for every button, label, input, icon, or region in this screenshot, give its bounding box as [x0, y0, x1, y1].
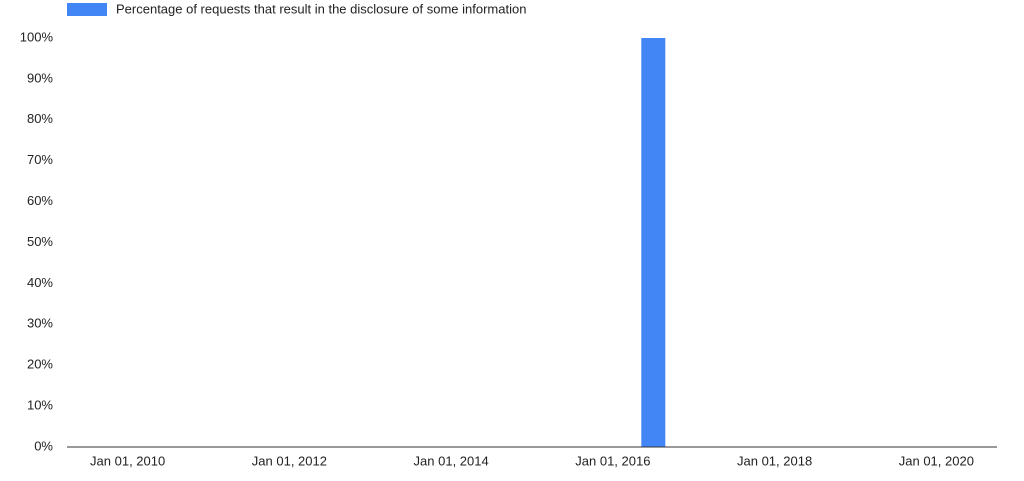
- y-tick-label: 60%: [27, 193, 53, 208]
- y-tick-label: 0%: [34, 438, 53, 453]
- y-tick-label: 10%: [27, 398, 53, 413]
- x-tick-label: Jan 01, 2018: [737, 453, 812, 468]
- x-tick-label: Jan 01, 2010: [90, 453, 165, 468]
- y-tick-label: 80%: [27, 111, 53, 126]
- y-tick-label: 90%: [27, 70, 53, 85]
- legend-swatch: [67, 3, 107, 16]
- y-tick-label: 50%: [27, 234, 53, 249]
- x-tick-label: Jan 01, 2020: [899, 453, 974, 468]
- x-tick-label: Jan 01, 2014: [414, 453, 489, 468]
- y-tick-label: 40%: [27, 275, 53, 290]
- y-tick-label: 100%: [20, 29, 54, 44]
- y-tick-label: 70%: [27, 152, 53, 167]
- bar: [641, 38, 666, 447]
- legend-label: Percentage of requests that result in th…: [116, 1, 526, 16]
- y-tick-label: 30%: [27, 316, 53, 331]
- x-tick-label: Jan 01, 2016: [575, 453, 650, 468]
- y-tick-label: 20%: [27, 357, 53, 372]
- x-tick-label: Jan 01, 2012: [252, 453, 327, 468]
